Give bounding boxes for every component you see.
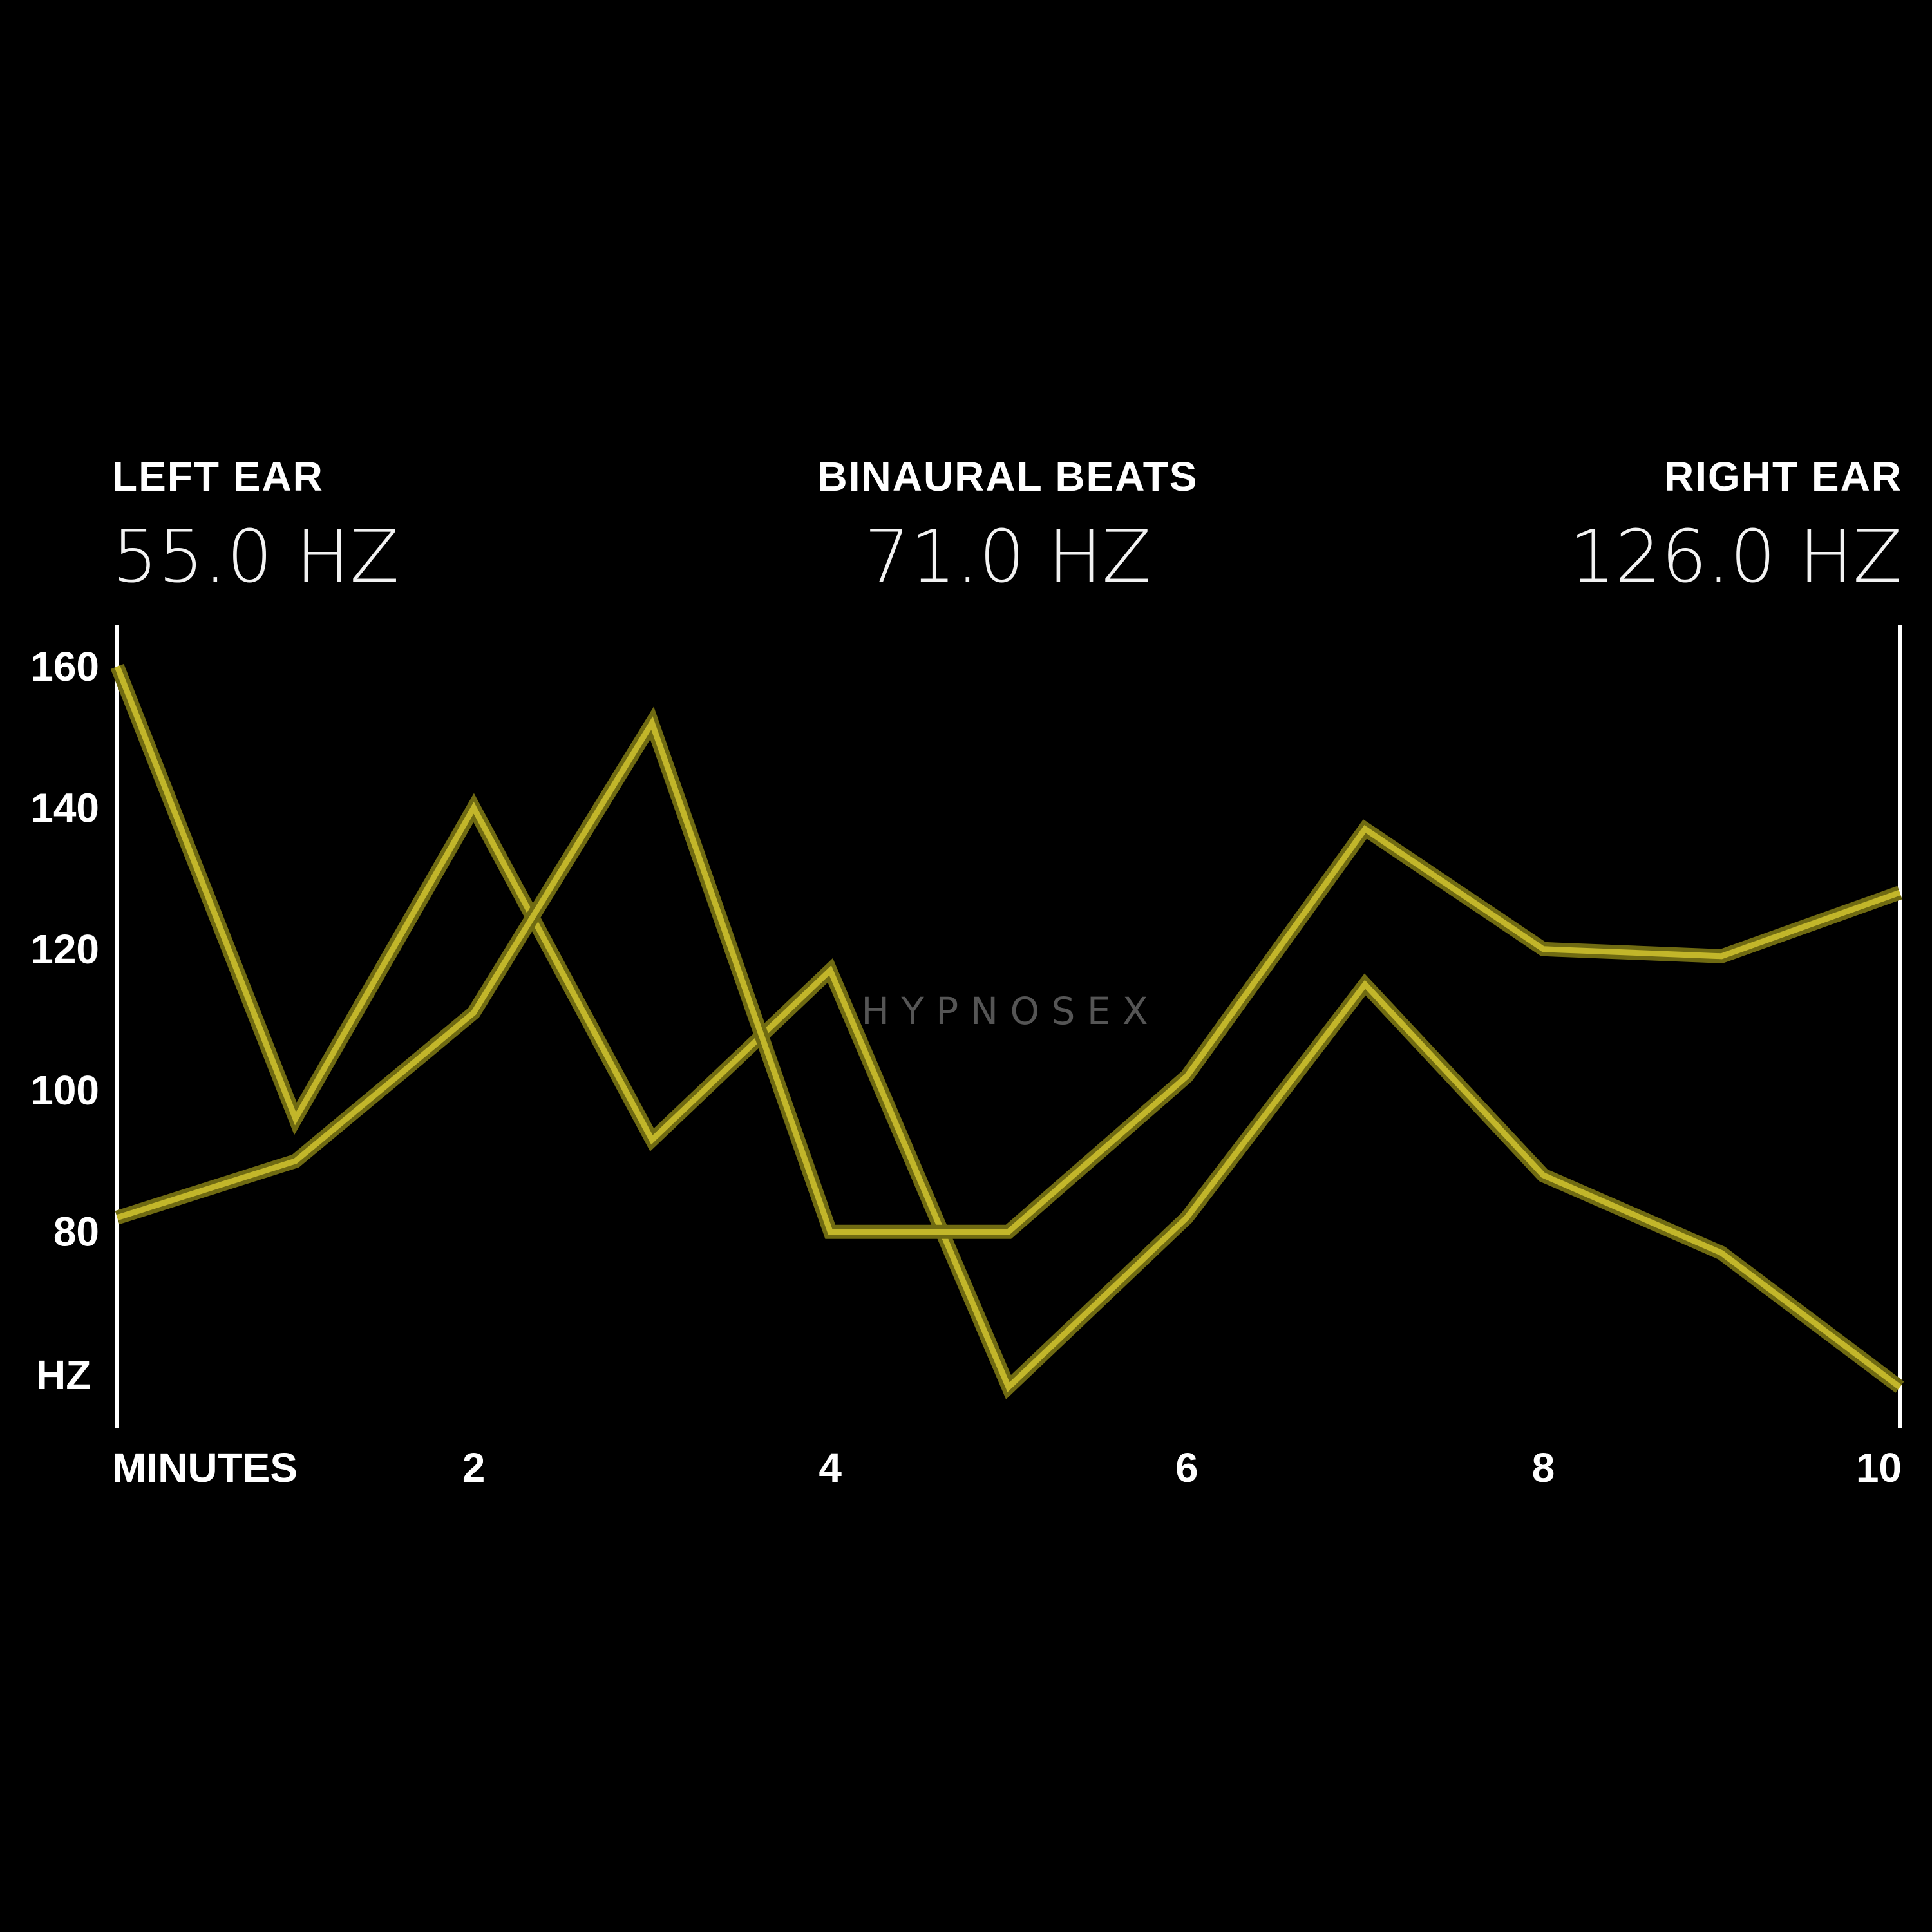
series-line-2 (116, 716, 1901, 1235)
x-tick-label: 2 (462, 1444, 486, 1491)
x-axis-label: MINUTES (112, 1444, 298, 1491)
binaural-beats-label: BINAURAL BEATS (817, 453, 1198, 500)
right-ear-label: RIGHT EAR (1664, 453, 1902, 500)
y-tick-label: 80 (53, 1209, 99, 1255)
binaural-beats-value: 71.0 HZ (864, 515, 1151, 599)
x-tick-label: 6 (1175, 1444, 1198, 1491)
y-tick-labels: 80 100 120 140 160 (30, 643, 99, 1255)
x-tick-label: 4 (819, 1444, 842, 1491)
right-ear-value: 126.0 HZ (1569, 515, 1902, 599)
x-tick-label: 10 (1856, 1444, 1902, 1491)
left-ear-value: 55.0 HZ (112, 515, 399, 599)
left-ear-label: LEFT EAR (112, 453, 324, 500)
y-tick-label: 100 (30, 1067, 99, 1113)
series-line-1 (114, 665, 1902, 1392)
series-layer (110, 663, 1904, 1399)
x-tick-label: 8 (1532, 1444, 1555, 1491)
x-tick-labels: 2 4 6 8 10 (462, 1444, 1902, 1491)
watermark-text: H Y P N O S E X (861, 989, 1148, 1033)
y-tick-label: 140 (30, 784, 99, 831)
y-tick-label: 120 (30, 926, 99, 972)
y-tick-label: 160 (30, 643, 99, 690)
y-axis-label: HZ (36, 1352, 91, 1398)
